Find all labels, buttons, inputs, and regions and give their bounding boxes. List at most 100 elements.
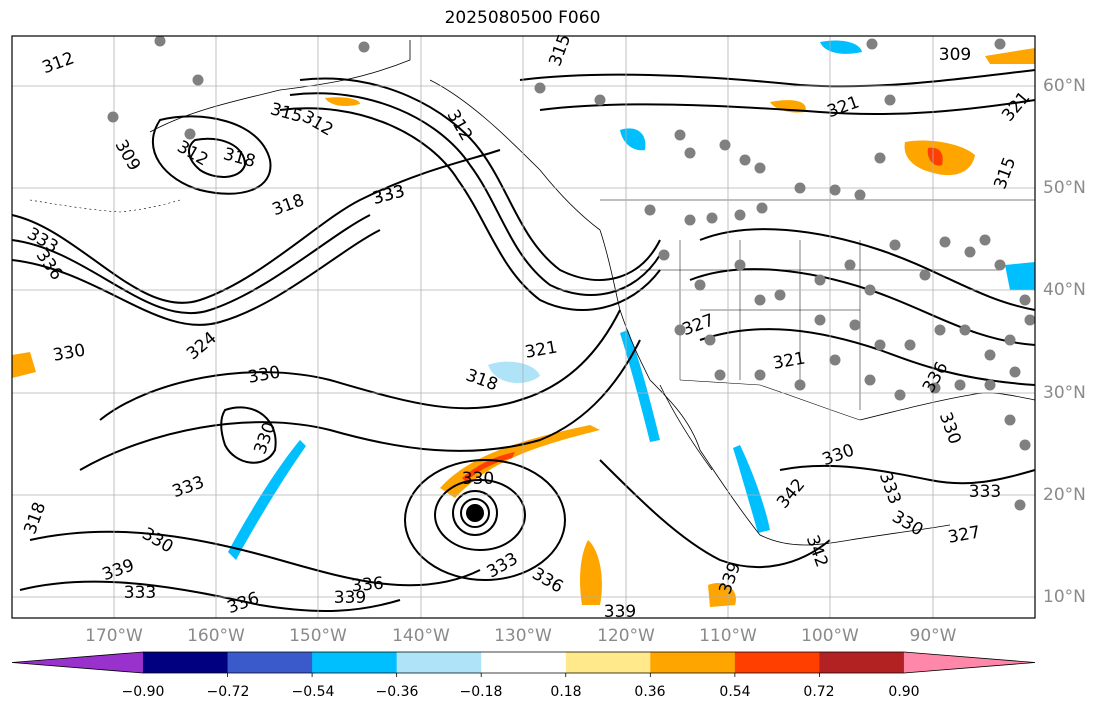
station-dot [884,94,896,106]
station-markers [107,35,1036,511]
contour-mid-1 [99,309,621,421]
station-dot [814,274,826,286]
station-dot [739,154,751,166]
station-dot [1024,314,1036,326]
lon-label-110w: 110°W [699,626,757,646]
colorbar-outline [11,651,1036,674]
station-dot [864,374,876,386]
colorbar-segment [312,652,398,673]
station-dot [904,339,916,351]
station-dot [756,202,768,214]
station-dot [704,334,716,346]
colorbar-tick-label: 0.90 [888,684,920,700]
station-dot [994,38,1006,50]
station-dot [984,379,996,391]
colorbar-segment [650,652,736,673]
station-dot [1004,334,1016,346]
contour-ridge-3 [279,107,661,311]
station-dot [849,319,861,331]
station-dot [934,324,946,336]
map-title: 2025080500 F060 [444,8,601,28]
station-dot [644,204,656,216]
station-dot [154,35,166,47]
station-dot [1019,294,1031,306]
coast-gulf [859,392,1036,421]
contour-label: 339 [334,588,366,608]
station-dot [734,209,746,221]
colorbar-tick-label: −0.54 [291,684,335,700]
colorbar-tick-label: −0.18 [459,684,503,700]
contour-north-1 [519,69,1036,88]
lon-label-100w: 100°W [801,626,859,646]
station-dot [814,314,826,326]
colorbar-tick-label: 0.72 [803,684,835,700]
station-dot [714,369,726,381]
station-dot [594,94,606,106]
station-dot [919,269,931,281]
lon-label-90w: 90°W [909,626,957,646]
contour-label: 333 [969,482,1001,502]
station-dot [954,379,966,391]
station-dot [894,389,906,401]
contour-label: 330 [462,469,494,489]
lon-label-120w: 120°W [597,626,655,646]
contour-ridge-2 [289,92,661,296]
orange-band-south-jet [440,425,600,498]
station-dot [929,382,941,394]
hurricane-ring-3 [452,490,498,536]
lon-label-150w: 150°W [289,626,347,646]
station-dot [844,259,856,271]
contour-jet-3 [11,229,381,326]
station-dot [979,234,991,246]
station-dot [192,74,204,86]
contour-north-2 [539,99,1036,116]
station-dot [874,339,886,351]
lightblue-patch [488,361,540,384]
coast-bc [429,79,601,231]
lon-label-160w: 160°W [187,626,245,646]
colorbar-tick-label: −0.90 [121,684,165,700]
station-dot [939,236,951,248]
station-dot [107,111,119,123]
orange-patch-bc [770,100,806,113]
contour-label: 333 [124,583,156,603]
contour-mid-4 [19,580,401,613]
station-dot [754,294,766,306]
contour-ridge-1 [299,77,661,281]
lon-label-130w: 130°W [494,626,552,646]
station-dot [674,129,686,141]
station-dot [358,41,370,53]
station-dot [684,147,696,159]
station-dot [854,189,866,201]
orange-strip-top-right [985,48,1035,64]
contour-jet-2 [11,214,371,315]
lat-label-50: 50°N [1043,178,1086,198]
colorbar-segment [143,652,229,673]
lat-label-30: 30°N [1043,383,1086,403]
coast-mexico [699,449,951,546]
contour-jet-1 [11,149,501,304]
station-dot [684,214,696,226]
colorbar-segment [481,652,567,673]
station-dot [754,369,766,381]
colorbar-segment [819,652,905,673]
station-dot [1009,366,1021,378]
map-frame [11,35,1036,619]
blue-patch-east [1005,262,1035,290]
lon-label-140w: 140°W [392,626,450,646]
contour-label: 339 [604,602,636,622]
orange-patch-baja [580,540,602,605]
station-dot [774,289,786,301]
colorbar-segment [734,652,820,673]
station-dot [866,38,878,50]
lat-label-20: 20°N [1043,485,1086,505]
hurricane-ring-2 [460,498,490,528]
station-dot [794,182,806,194]
colorbar [11,651,1036,677]
contour-low-aleut-inner [188,137,247,178]
colorbar-segment [227,652,313,673]
contour-mid-2 [79,339,641,471]
contour-east-1 [699,228,1036,311]
station-dot [964,246,976,258]
